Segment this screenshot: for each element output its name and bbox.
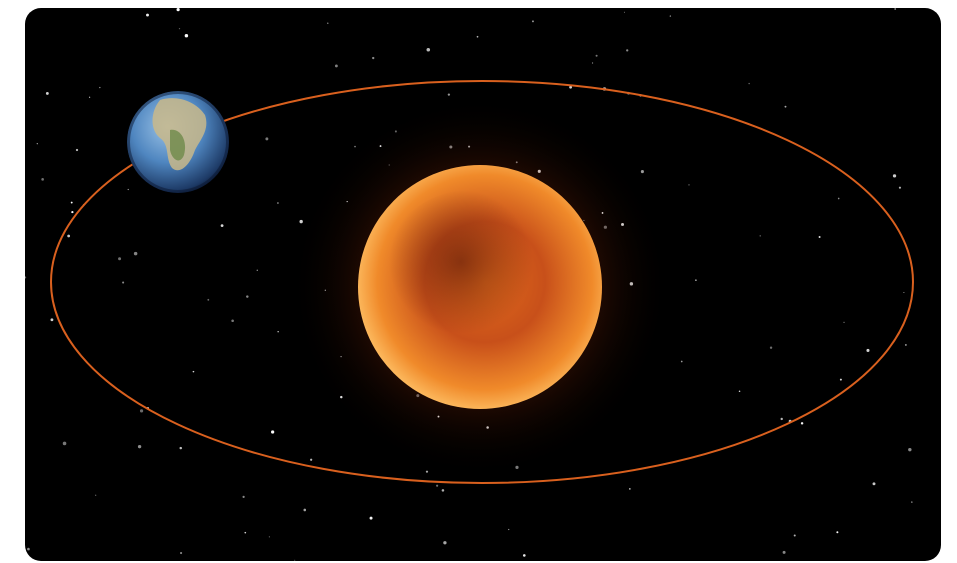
star — [894, 8, 897, 10]
star — [904, 343, 907, 346]
star — [426, 47, 431, 52]
star — [127, 188, 129, 191]
star — [88, 96, 91, 98]
star — [837, 197, 840, 200]
star — [738, 390, 741, 393]
star — [688, 184, 690, 186]
orbit — [50, 80, 914, 484]
star — [70, 201, 73, 204]
star — [793, 534, 796, 537]
space — [25, 8, 941, 561]
star — [67, 234, 71, 238]
star — [36, 143, 38, 145]
star — [179, 551, 183, 555]
star — [25, 276, 27, 279]
star — [75, 148, 79, 152]
star — [41, 178, 44, 181]
star — [782, 550, 786, 554]
star — [866, 348, 870, 352]
star — [246, 295, 249, 298]
star — [695, 279, 697, 281]
star — [231, 319, 234, 323]
star — [669, 15, 672, 17]
star — [836, 531, 839, 534]
star — [242, 495, 245, 499]
star — [569, 85, 572, 89]
star — [207, 298, 210, 301]
star — [748, 82, 750, 85]
star — [265, 137, 269, 141]
star — [303, 508, 307, 512]
star — [843, 321, 845, 323]
star — [623, 11, 625, 13]
sun-texture — [380, 190, 560, 370]
star — [277, 331, 279, 333]
star — [595, 54, 598, 57]
star — [784, 105, 787, 108]
star — [898, 186, 902, 189]
star — [872, 482, 876, 486]
earth-land — [170, 129, 186, 161]
star — [268, 536, 270, 538]
star — [45, 91, 49, 95]
star — [680, 360, 683, 363]
star — [184, 33, 189, 38]
star — [133, 251, 138, 256]
star — [122, 281, 125, 284]
star — [192, 370, 195, 373]
star — [443, 541, 447, 545]
star — [818, 236, 821, 239]
star — [27, 547, 30, 551]
star — [118, 257, 122, 261]
star — [626, 49, 629, 52]
star — [176, 8, 180, 12]
star — [839, 378, 842, 381]
star — [640, 170, 644, 174]
star — [220, 224, 224, 228]
star — [532, 20, 534, 23]
star — [908, 447, 912, 452]
star — [335, 64, 338, 68]
star — [137, 444, 142, 449]
star — [327, 22, 329, 24]
star — [911, 501, 913, 503]
star — [178, 28, 181, 30]
earth — [127, 91, 229, 193]
star — [780, 417, 783, 421]
star — [476, 35, 479, 38]
star — [436, 484, 439, 487]
star — [294, 559, 296, 561]
star — [903, 291, 905, 294]
star — [892, 174, 897, 178]
star — [425, 470, 429, 473]
star — [447, 93, 450, 96]
star — [50, 318, 54, 322]
star — [277, 202, 279, 204]
star — [146, 13, 149, 17]
star — [629, 488, 631, 490]
star — [800, 422, 804, 425]
star — [244, 531, 247, 534]
star — [508, 528, 510, 531]
star — [62, 441, 67, 446]
star — [310, 458, 313, 461]
star — [769, 346, 773, 349]
star — [441, 489, 445, 492]
star — [139, 409, 144, 413]
star — [369, 516, 373, 520]
star — [759, 235, 761, 237]
star — [179, 446, 183, 450]
star — [71, 210, 74, 214]
star — [95, 494, 97, 496]
star — [99, 86, 101, 89]
star — [522, 554, 526, 557]
star — [256, 269, 258, 271]
star — [271, 430, 275, 434]
star — [591, 62, 594, 64]
star — [372, 56, 375, 60]
